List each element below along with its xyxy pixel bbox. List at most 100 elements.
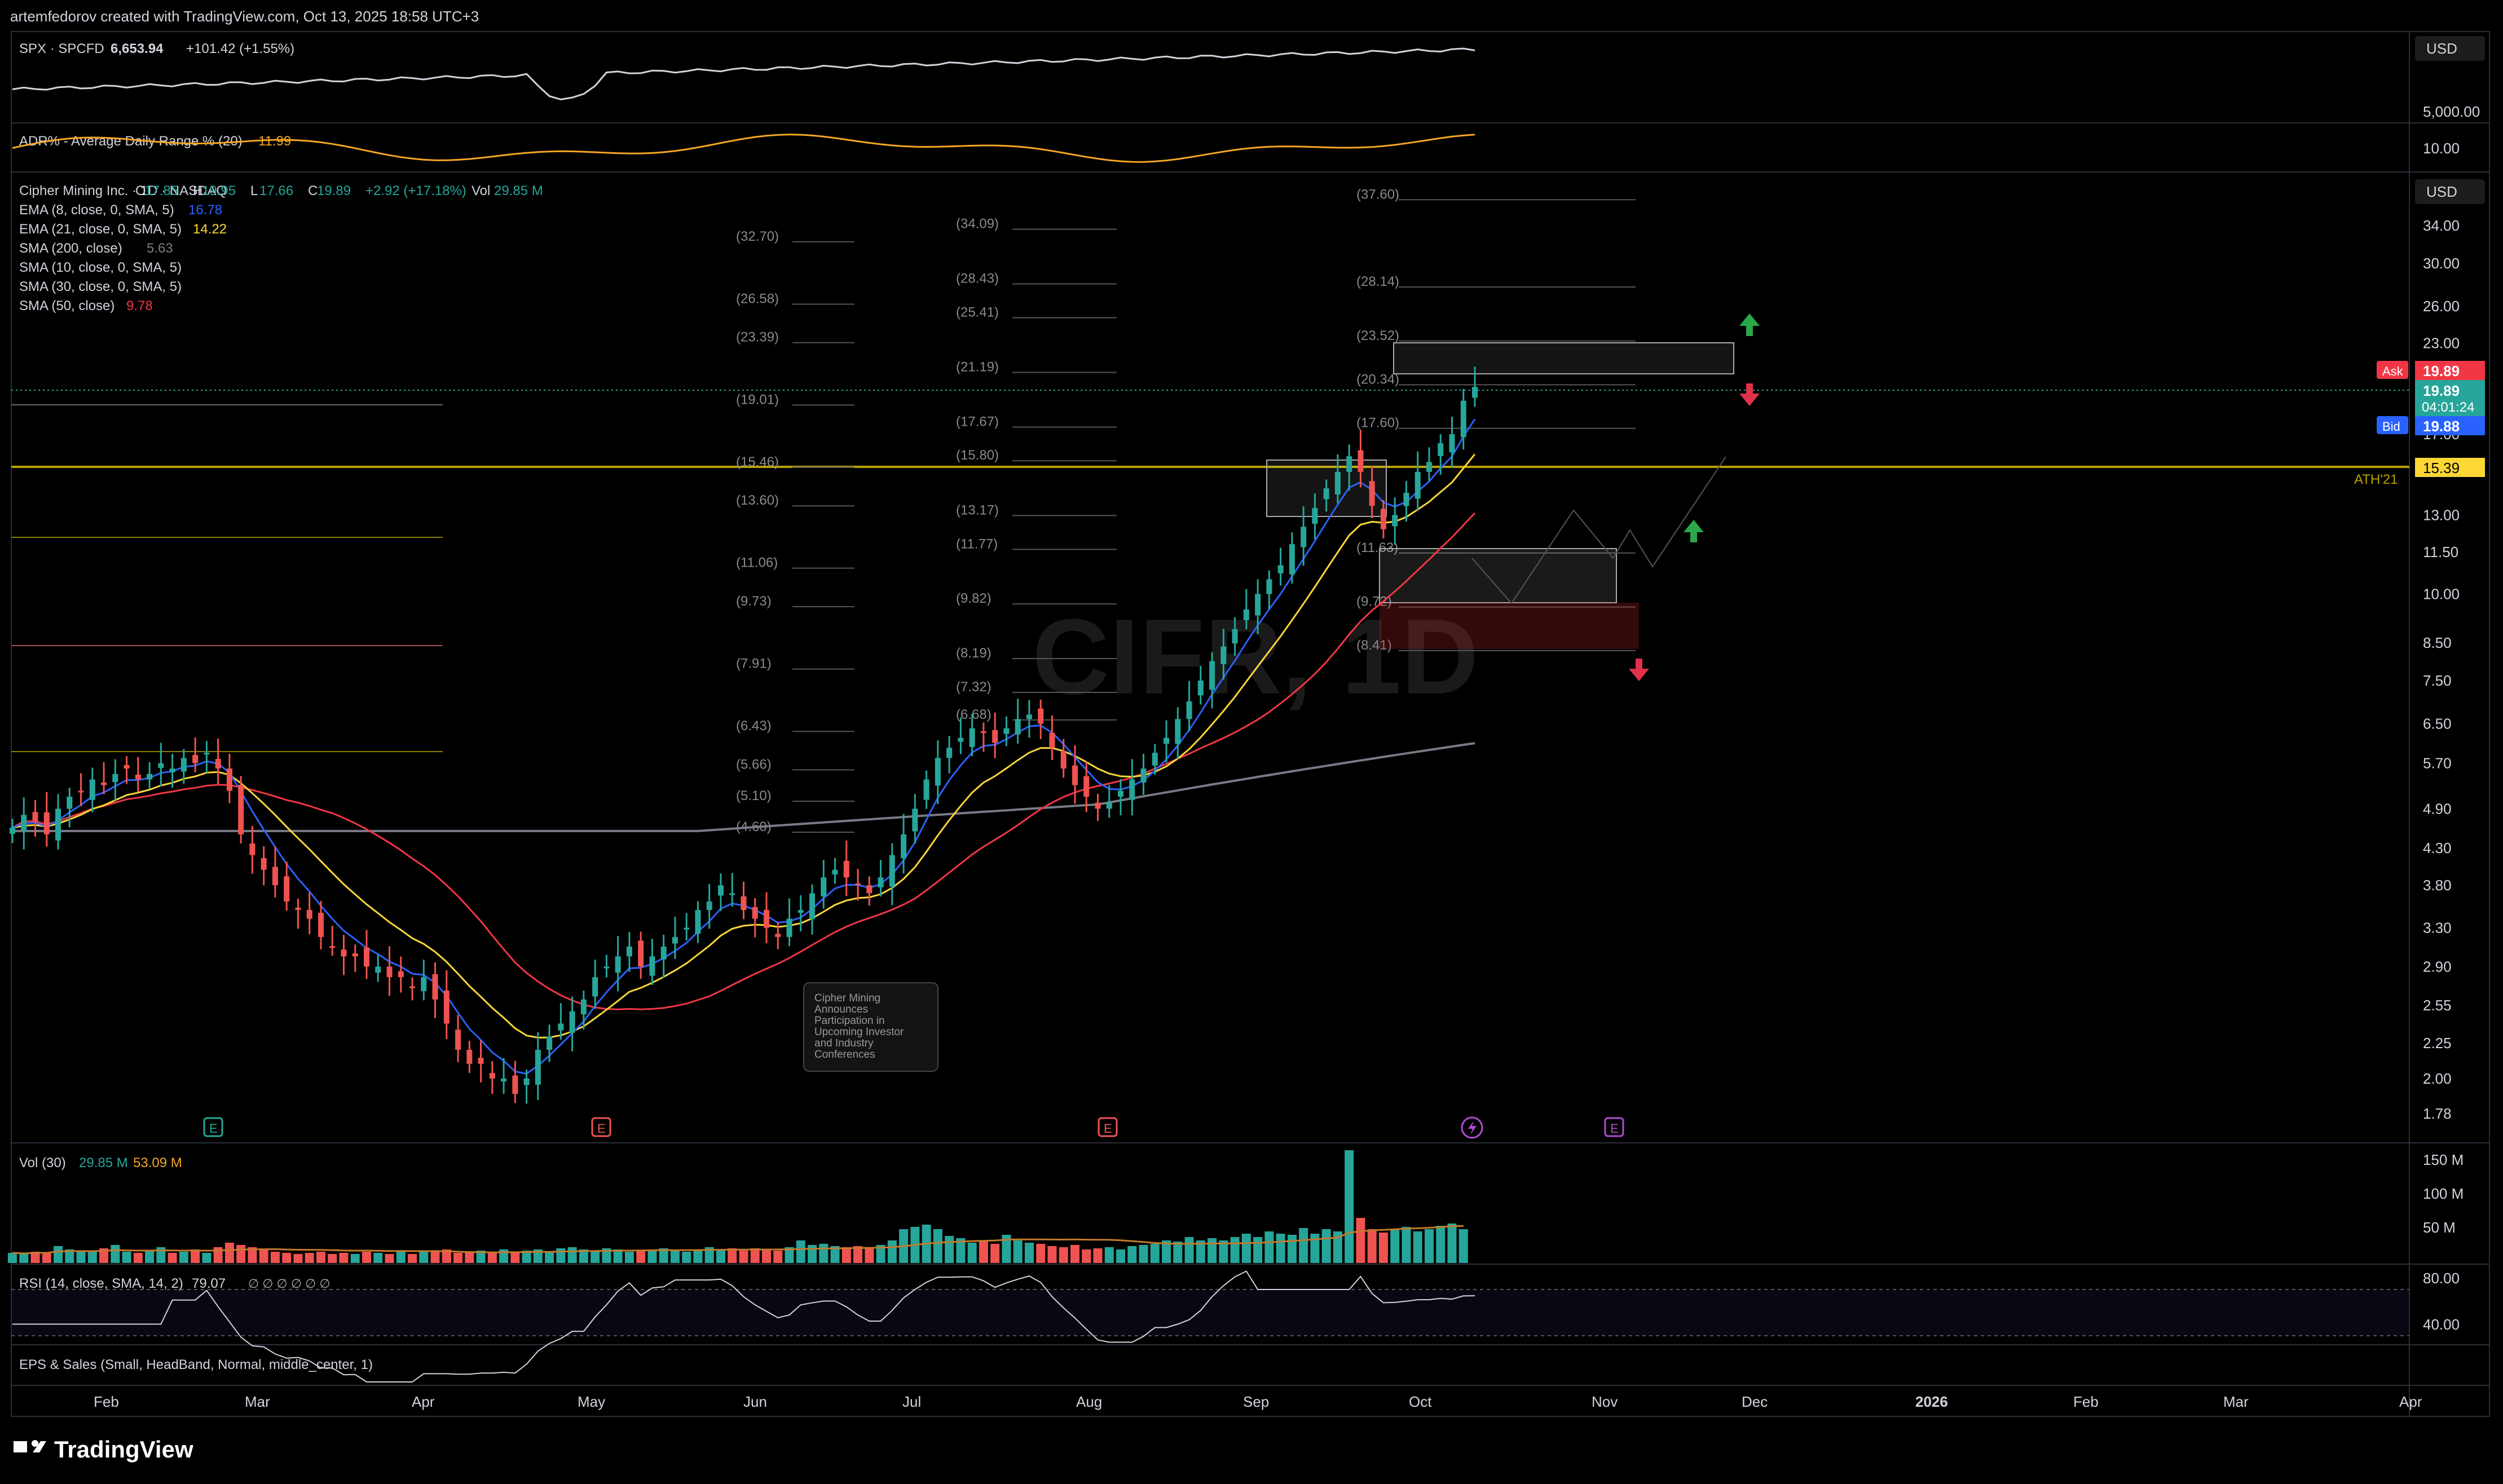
volume-pane[interactable]: Vol (30) 29.85 M 53.09 M 150 M 100 M 50 … xyxy=(8,1150,2464,1263)
price-tick-label: 2.55 xyxy=(2423,997,2452,1014)
attribution-text: artemfedorov created with TradingView.co… xyxy=(10,8,479,25)
candle-body xyxy=(1015,719,1021,735)
candle-body xyxy=(135,774,141,780)
main-pane[interactable]: CIFR, 1D ATH'21 (32.70) (26.58) (23.39) (19… xyxy=(10,183,2409,1139)
adr-pane[interactable]: ADR% - Average Daily Range % (20) 11.99 xyxy=(12,134,1475,163)
candle-body xyxy=(32,812,38,822)
fib-level-label: (8.41) xyxy=(1356,638,1392,653)
candle-body xyxy=(1209,661,1215,690)
ohlc-value: 19.95 xyxy=(202,183,236,198)
candle-body xyxy=(558,1023,564,1031)
candle-body xyxy=(1460,400,1466,438)
fib-level-label: (20.34) xyxy=(1356,372,1399,387)
fib-level-label: (15.46) xyxy=(736,454,779,470)
adr-title: ADR% - Average Daily Range % (20) xyxy=(19,134,243,149)
candle-body xyxy=(1403,492,1409,506)
bid-value: 19.88 xyxy=(2423,418,2460,435)
rsi-axis-tick: 80.00 xyxy=(2423,1270,2460,1287)
volume-ma-line xyxy=(12,1225,1464,1255)
candle-body xyxy=(180,758,187,772)
candle-body xyxy=(832,869,838,874)
ohlc-key: H xyxy=(193,183,202,198)
fib-level-label: (11.77) xyxy=(956,536,998,551)
svg-text:E: E xyxy=(597,1121,606,1136)
price-axis[interactable]: USD 5,000.00 10.00 USD 34.00 30.00 26.00 23… xyxy=(2377,36,2485,1122)
price-tick-label: 26.00 xyxy=(2423,298,2460,315)
volume-bar xyxy=(1024,1243,1034,1263)
volume-bar xyxy=(350,1254,360,1263)
volume-bar xyxy=(956,1238,966,1263)
candle-body xyxy=(592,977,598,997)
volume-bar xyxy=(1345,1150,1354,1263)
candle-body xyxy=(341,949,347,957)
volume-bar xyxy=(282,1253,292,1263)
news-line: and Industry xyxy=(814,1037,874,1049)
adr-axis-tick: 10.00 xyxy=(2423,140,2460,157)
candle-body xyxy=(10,828,15,834)
candle-body xyxy=(501,1078,507,1082)
candle-body xyxy=(535,1049,541,1085)
vol-label: Vol xyxy=(471,183,490,198)
volume-bar xyxy=(1059,1247,1068,1263)
time-axis[interactable]: Feb Mar Apr May Jun Jul Aug Sep Oct Nov Dec 2026 Feb… xyxy=(94,1393,2422,1410)
candle-body xyxy=(249,843,255,855)
volume-bar xyxy=(385,1254,394,1263)
candle-body xyxy=(580,999,587,1014)
volume-bar xyxy=(1356,1218,1365,1263)
volume-bar xyxy=(1162,1240,1171,1263)
candle-body xyxy=(43,812,50,834)
candle-body xyxy=(752,907,758,919)
spx-pane[interactable]: SPX · SPCFD 6,653.94 +101.42 (+1.55%) xyxy=(12,41,1475,100)
price-change: +2.92 (+17.18%) xyxy=(365,183,466,198)
candles[interactable] xyxy=(10,366,1478,1104)
candle-body xyxy=(466,1049,473,1064)
candle-body xyxy=(1266,579,1272,594)
rsi-pane[interactable]: RSI (14, close, SMA, 14, 2) 79.07 ∅ ∅ ∅ … xyxy=(11,1270,2460,1383)
time-axis-label: Aug xyxy=(1076,1393,1102,1410)
volume-bar xyxy=(1184,1237,1194,1263)
eps-pane[interactable]: EPS & Sales (Small, HeadBand, Normal, mi… xyxy=(19,1357,373,1372)
news-note[interactable]: Cipher Mining Announces Participation in… xyxy=(803,982,938,1072)
fib-levels[interactable]: (32.70) (26.58) (23.39) (19.01) (15.46) (13.6… xyxy=(736,187,1636,834)
candle-body xyxy=(969,728,975,747)
candle-body xyxy=(912,809,918,832)
fib-level-label: (15.80) xyxy=(956,448,999,463)
volume-bar xyxy=(202,1253,211,1263)
candle-body xyxy=(1277,565,1284,573)
earnings-markers[interactable]: E E E E xyxy=(203,1116,1624,1139)
currency-button[interactable] xyxy=(2415,179,2485,204)
candle-body xyxy=(455,1030,461,1050)
candle-body xyxy=(1186,701,1192,719)
svg-text:E: E xyxy=(209,1121,218,1136)
candle-body xyxy=(684,928,690,930)
volume-bar xyxy=(99,1248,109,1263)
price-tick-label: 3.80 xyxy=(2423,877,2452,894)
volume-bar xyxy=(636,1251,646,1263)
candle-body xyxy=(352,953,358,957)
bid-label: Bid xyxy=(2382,419,2400,434)
volume-bar xyxy=(408,1254,417,1263)
ask-label: Ask xyxy=(2382,364,2404,378)
volume-bar xyxy=(545,1252,554,1263)
candle-body xyxy=(660,946,667,960)
volume-bar xyxy=(579,1249,588,1263)
price-tick-label: 30.00 xyxy=(2423,255,2460,272)
watermark: CIFR, 1D xyxy=(1032,597,1479,717)
brand-name: TradingView xyxy=(54,1436,193,1463)
volume-bar xyxy=(750,1248,760,1263)
price-tick-label: 7.50 xyxy=(2423,672,2452,689)
volume-bar xyxy=(865,1247,874,1263)
sma50-line xyxy=(12,512,1476,1010)
candle-body xyxy=(547,1036,553,1050)
currency-label: USD xyxy=(2426,40,2457,57)
currency-button[interactable] xyxy=(2415,36,2485,61)
indicator-value: 9.78 xyxy=(126,298,153,313)
candle-body xyxy=(717,885,724,896)
candle-body xyxy=(238,785,244,834)
candle-body xyxy=(1152,753,1158,766)
target-box xyxy=(1393,342,1734,374)
volume-bar xyxy=(945,1236,954,1263)
candle-body xyxy=(124,765,130,769)
vol-title: Vol (30) xyxy=(19,1155,66,1171)
